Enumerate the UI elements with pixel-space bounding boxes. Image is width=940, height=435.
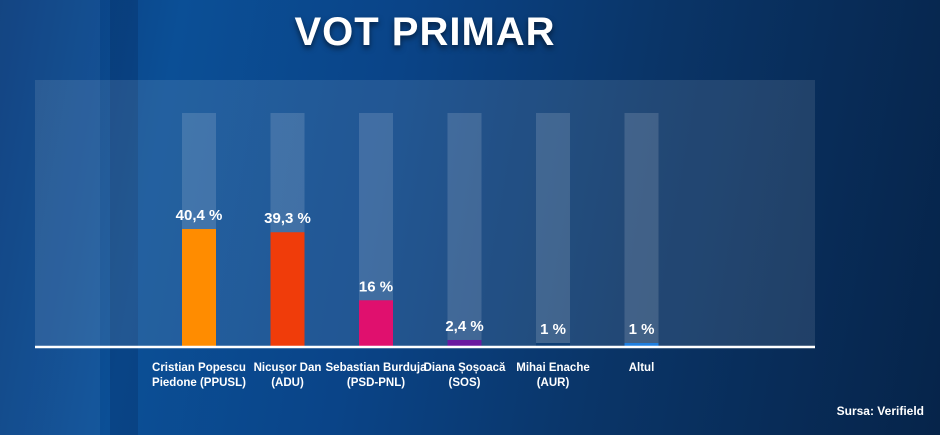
bar-track (447, 113, 482, 347)
category-label: (AUR) (537, 377, 570, 389)
data-label: 40,4 % (176, 207, 223, 224)
data-label: 16 % (359, 278, 393, 295)
bar (447, 339, 482, 347)
category-label: Diana Șoșoacă (424, 362, 506, 374)
category-label: (SOS) (449, 377, 481, 389)
bar (624, 343, 659, 347)
category-label: Nicușor Dan (254, 362, 322, 374)
category-label: Piedone (PPUSL) (152, 377, 246, 389)
category-label: (PSD-PNL) (347, 377, 405, 389)
bar-track (536, 113, 570, 347)
data-label: 1 % (629, 321, 655, 338)
background-stripe (0, 0, 100, 435)
source-credit: Sursa: Verifield (836, 404, 924, 418)
data-label: 39,3 % (264, 210, 311, 227)
data-label: 2,4 % (445, 318, 483, 335)
category-label: Altul (629, 362, 655, 374)
bar-track (624, 113, 659, 347)
bar (182, 229, 216, 347)
bar (536, 343, 570, 347)
chart-title: VOT PRIMAR (294, 10, 556, 54)
background-stripe (110, 0, 138, 435)
category-label: (ADU) (271, 377, 304, 389)
bar (359, 300, 393, 347)
category-label: Sebastian Burduja (326, 362, 428, 374)
category-label: Mihai Enache (516, 362, 590, 374)
data-label: 1 % (540, 321, 566, 338)
category-label: Cristian Popescu (152, 362, 246, 374)
chart-panel (35, 80, 815, 348)
bar (270, 232, 305, 347)
